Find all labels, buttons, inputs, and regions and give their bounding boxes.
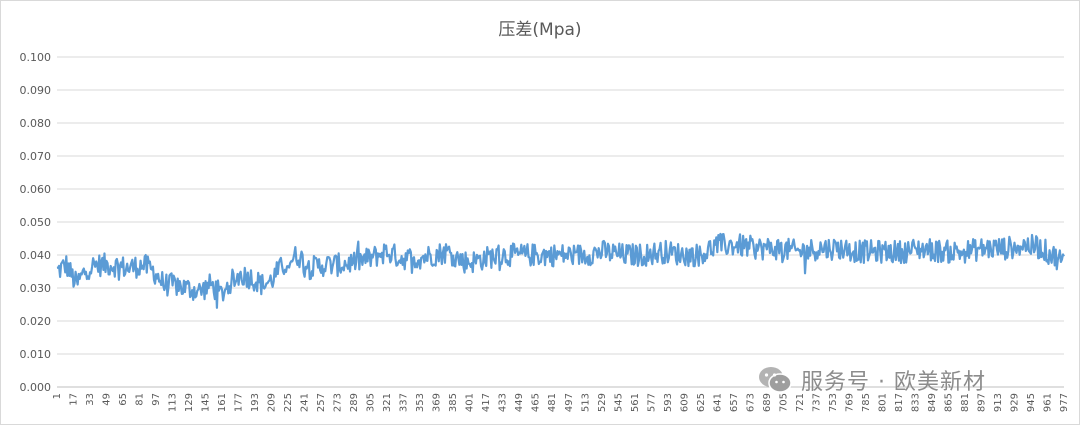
x-tick-label: 305 (366, 393, 377, 412)
y-tick-label: 0.080 (20, 117, 52, 130)
y-tick-label: 0.060 (20, 183, 52, 196)
x-tick-label: 881 (960, 393, 971, 412)
x-tick-label: 785 (861, 393, 872, 412)
x-tick-label: 17 (69, 393, 80, 406)
x-tick-label: 273 (333, 393, 344, 412)
x-tick-label: 177 (234, 393, 245, 412)
series-layer (56, 232, 1065, 309)
x-tick-label: 209 (267, 393, 278, 412)
x-tick-label: 961 (1042, 393, 1053, 412)
y-tick-label: 0.020 (20, 315, 52, 328)
x-tick-label: 641 (712, 393, 723, 412)
x-tick-label: 657 (729, 393, 740, 412)
series-line (56, 232, 1065, 309)
x-tick-label: 673 (745, 393, 756, 412)
x-tick-label: 449 (514, 393, 525, 412)
x-tick-label: 513 (580, 393, 591, 412)
x-tick-label: 977 (1059, 393, 1070, 412)
x-tick-label: 609 (679, 393, 690, 412)
watermark: 服务号 · 欧美新材 (757, 363, 986, 397)
chart-title: 压差(Mpa) (498, 20, 581, 40)
x-tick-label: 913 (993, 393, 1004, 412)
x-tick-label: 833 (910, 393, 921, 412)
x-tick-label: 817 (894, 393, 905, 412)
x-tick-label: 385 (448, 393, 459, 412)
x-tick-label: 113 (168, 393, 179, 412)
x-tick-label: 369 (432, 393, 443, 412)
x-tick-label: 705 (778, 393, 789, 412)
x-tick-label: 481 (547, 393, 558, 412)
x-tick-label: 81 (135, 393, 146, 406)
x-tick-label: 769 (844, 393, 855, 412)
x-tick-label: 945 (1026, 393, 1037, 412)
x-tick-label: 401 (465, 393, 476, 412)
y-tick-label: 0.000 (20, 381, 52, 394)
x-tick-label: 97 (151, 393, 162, 406)
x-tick-label: 145 (201, 393, 212, 412)
x-tick-label: 561 (630, 393, 641, 412)
x-tick-label: 417 (481, 393, 492, 412)
x-axis-ticks: 1 17 33 49 65 81 97 113 129 145 161 177 193 209 225 241… (52, 393, 1070, 412)
x-tick-label: 353 (415, 393, 426, 412)
x-tick-label: 529 (597, 393, 608, 412)
y-tick-label: 0.100 (20, 51, 52, 64)
x-tick-label: 241 (300, 393, 311, 412)
x-tick-label: 897 (976, 393, 987, 412)
x-tick-label: 1 (52, 393, 63, 399)
x-tick-label: 849 (927, 393, 938, 412)
x-tick-label: 433 (498, 393, 509, 412)
x-tick-label: 465 (531, 393, 542, 412)
x-tick-label: 721 (795, 393, 806, 412)
x-tick-label: 161 (217, 393, 228, 412)
x-tick-label: 497 (564, 393, 575, 412)
x-tick-label: 33 (85, 393, 96, 406)
y-tick-label: 0.070 (20, 150, 52, 163)
y-tick-label: 0.090 (20, 84, 52, 97)
x-tick-label: 577 (646, 393, 657, 412)
x-tick-label: 929 (1009, 393, 1020, 412)
x-tick-label: 225 (283, 393, 294, 412)
x-tick-label: 193 (250, 393, 261, 412)
grid-layer (57, 56, 1064, 388)
y-axis-ticks: 0.000 0.010 0.020 0.030 0.040 0.050 0.060 0.070… (20, 51, 52, 394)
wechat-icon (759, 367, 792, 393)
x-tick-label: 321 (382, 393, 393, 412)
x-tick-label: 865 (943, 393, 954, 412)
x-tick-label: 689 (762, 393, 773, 412)
y-tick-label: 0.050 (20, 216, 52, 229)
x-tick-label: 65 (118, 393, 129, 406)
x-tick-label: 801 (877, 393, 888, 412)
x-tick-label: 737 (811, 393, 822, 412)
x-tick-label: 545 (613, 393, 624, 412)
x-tick-label: 129 (184, 393, 195, 412)
y-tick-label: 0.010 (20, 348, 52, 361)
watermark-text: 服务号 · 欧美新材 (801, 370, 986, 395)
x-tick-label: 257 (316, 393, 327, 412)
y-tick-label: 0.030 (20, 282, 52, 295)
x-tick-label: 753 (828, 393, 839, 412)
x-tick-label: 289 (349, 393, 360, 412)
x-tick-label: 49 (102, 393, 113, 406)
x-tick-label: 625 (696, 393, 707, 412)
x-tick-label: 337 (399, 393, 410, 412)
y-tick-label: 0.040 (20, 249, 52, 262)
x-tick-label: 593 (663, 393, 674, 412)
